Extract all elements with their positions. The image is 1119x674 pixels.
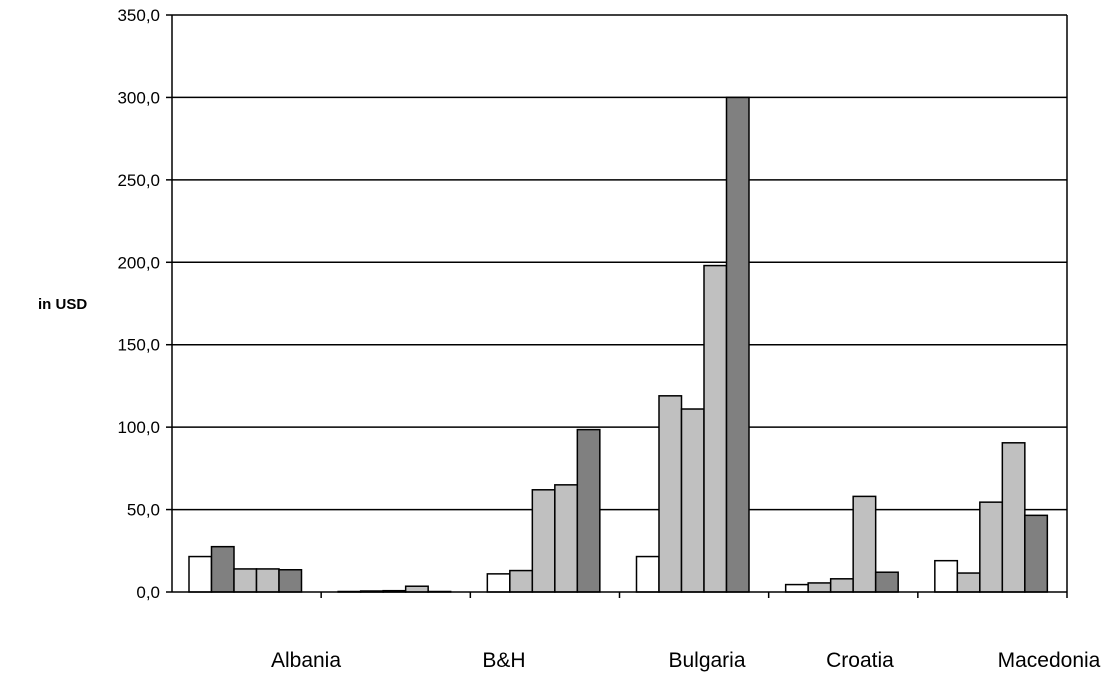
- y-tick-label: 150,0: [117, 336, 160, 355]
- y-tick-label: 350,0: [117, 6, 160, 25]
- y-axis-label: in USD: [38, 296, 87, 313]
- bar: [576, 428, 601, 593]
- y-tick-label: 300,0: [117, 88, 160, 107]
- bar: [188, 555, 213, 593]
- x-category-label: Croatia: [826, 649, 894, 672]
- bar: [956, 572, 981, 593]
- x-category-label: Albania: [271, 649, 341, 672]
- bar: [278, 568, 303, 593]
- bar: [1001, 442, 1026, 593]
- bar: [255, 568, 280, 593]
- bar: [509, 569, 534, 593]
- bar: [874, 571, 899, 593]
- bar: [658, 395, 683, 593]
- axes: [166, 14, 1068, 598]
- bar: [934, 559, 959, 593]
- bar: [404, 585, 429, 593]
- bar: [531, 489, 556, 593]
- bar: [680, 408, 705, 593]
- bar: [210, 545, 235, 593]
- bar: [852, 495, 877, 593]
- x-category-label: Macedonia: [998, 649, 1101, 672]
- y-tick-label: 100,0: [117, 418, 160, 437]
- x-category-label: Bulgaria: [668, 649, 745, 672]
- bar: [635, 555, 660, 593]
- bar: [1024, 514, 1049, 593]
- gridlines: [172, 14, 1067, 511]
- bar: [807, 582, 832, 593]
- labels: 0,0 50,0 100,0 150,0 200,0 250,0 300,0 350,0 Alb…: [117, 6, 1100, 672]
- bar: [703, 264, 728, 593]
- x-category-label: B&H: [482, 649, 525, 672]
- bar: [979, 501, 1004, 593]
- bar: [233, 568, 258, 593]
- y-tick-label: 200,0: [117, 253, 160, 272]
- y-tick-label: 50,0: [127, 501, 160, 520]
- bar: [784, 583, 809, 593]
- y-tick-label: 250,0: [117, 171, 160, 190]
- bar: [829, 578, 854, 593]
- bar: [554, 484, 579, 593]
- y-tick-label: 0,0: [136, 583, 160, 602]
- bar: [486, 573, 511, 593]
- bar: [725, 96, 750, 593]
